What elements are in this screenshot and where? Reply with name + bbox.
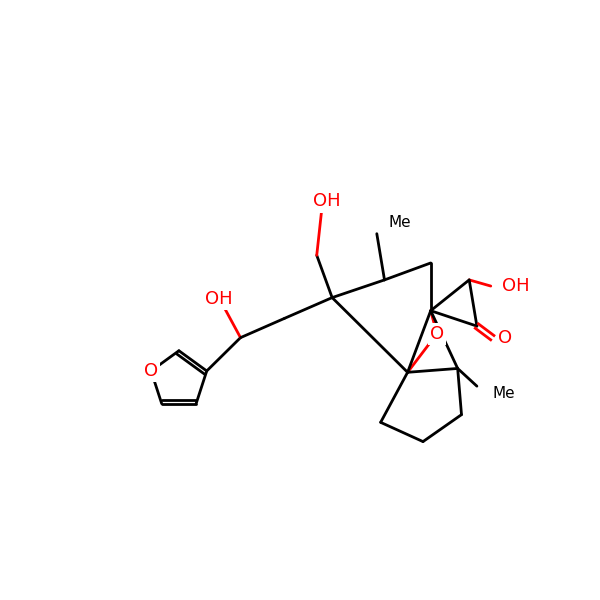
- Text: Me: Me: [389, 215, 411, 230]
- Text: OH: OH: [502, 277, 530, 295]
- Text: OH: OH: [205, 290, 233, 308]
- Text: O: O: [144, 362, 158, 380]
- Text: Me: Me: [493, 386, 515, 401]
- Text: OH: OH: [313, 193, 341, 211]
- Text: O: O: [430, 325, 444, 343]
- Text: O: O: [499, 329, 512, 347]
